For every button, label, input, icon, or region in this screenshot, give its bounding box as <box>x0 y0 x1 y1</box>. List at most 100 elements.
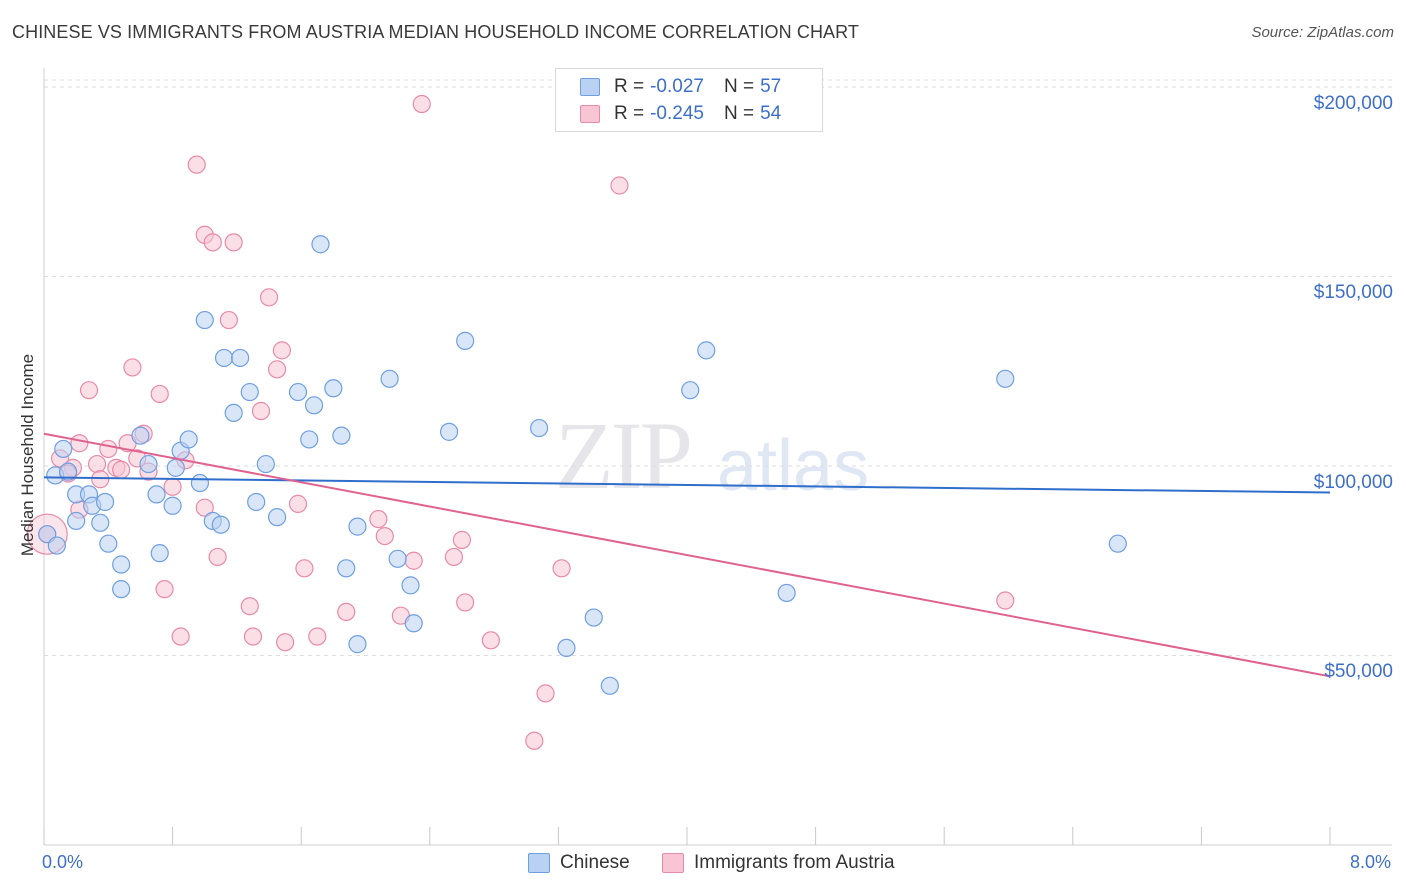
austria-point <box>610 176 629 195</box>
austria-point <box>251 401 271 421</box>
chinese-point <box>163 496 182 515</box>
chinese-point <box>332 426 351 445</box>
chinese-point <box>267 508 287 527</box>
chinese-point <box>47 536 66 555</box>
chinese-point <box>240 382 259 402</box>
austria-point <box>308 627 327 646</box>
austria-point <box>404 551 423 570</box>
austria-point <box>272 341 292 360</box>
chinese-point <box>600 676 619 695</box>
stats-legend: R = -0.027 N = 57 R = -0.245 N = 54 <box>555 68 823 132</box>
chinese-point <box>195 310 214 330</box>
austria-n-label: N = <box>723 103 755 124</box>
austria-point <box>288 494 308 513</box>
chinese-point <box>59 462 78 481</box>
chinese-point <box>348 517 367 536</box>
austria-point <box>240 597 259 616</box>
chinese-point <box>91 513 110 532</box>
austria-legend-swatch <box>662 853 684 873</box>
chinese-point <box>150 544 169 563</box>
chinese-point <box>300 430 319 449</box>
chinese-point <box>112 580 131 599</box>
chinese-r-label: R = <box>614 76 645 97</box>
austria-point <box>219 310 238 330</box>
chinese-points <box>38 235 1127 695</box>
chinese-point <box>337 559 356 578</box>
chinese-point <box>439 422 459 441</box>
austria-swatch <box>580 105 600 123</box>
chinese-point <box>224 403 243 423</box>
chinese-point <box>777 583 796 603</box>
chinese-point <box>67 511 86 531</box>
chinese-point <box>311 235 330 254</box>
chinese-point <box>112 555 131 574</box>
chinese-point <box>231 348 250 368</box>
austria-point <box>412 94 431 114</box>
chinese-point <box>288 382 308 402</box>
austria-point <box>171 627 190 646</box>
austria-r-value: -0.245 <box>650 103 704 124</box>
chinese-point <box>147 485 166 504</box>
austria-point <box>224 233 243 252</box>
chinese-point <box>348 635 367 654</box>
austria-point <box>259 288 279 307</box>
chinese-point <box>697 341 716 360</box>
chinese-point <box>190 473 210 493</box>
austria-points <box>26 94 1015 750</box>
trend-lines <box>43 432 1331 678</box>
y-tick-label: $200,000 <box>1313 92 1393 114</box>
austria-point <box>444 547 464 567</box>
axes <box>43 68 1392 846</box>
chinese-point <box>996 369 1015 388</box>
chinese-point <box>179 430 198 449</box>
y-axis-label: Median Household Income <box>18 353 37 557</box>
austria-point <box>112 460 131 479</box>
source-label: Source: ZipAtlas.com <box>1251 24 1394 41</box>
austria-point <box>155 580 174 599</box>
chinese-point <box>166 458 185 477</box>
bottom-legend-chinese: Chinese <box>528 852 630 874</box>
austria-point <box>276 633 295 652</box>
austria-trend-line <box>43 432 1331 678</box>
austria-point <box>337 602 356 622</box>
austria-point <box>552 559 571 578</box>
x-tick-label-min: 0.0% <box>42 852 84 872</box>
austria-legend-label: Immigrants from Austria <box>694 852 895 873</box>
chinese-trend-line <box>43 476 1331 494</box>
austria-point <box>208 547 227 567</box>
austria-point <box>187 155 206 174</box>
chinese-r-value: -0.027 <box>650 76 704 97</box>
chinese-point <box>324 379 343 398</box>
chinese-point <box>214 348 234 368</box>
austria-point <box>481 631 500 650</box>
chinese-point <box>304 396 324 415</box>
chinese-point <box>54 439 73 459</box>
austria-point <box>267 360 287 379</box>
chinese-point <box>380 369 399 388</box>
legend-row-austria: R = -0.245 N = 54 <box>580 102 781 126</box>
chinese-legend-label: Chinese <box>560 852 630 873</box>
grid-lines <box>44 79 1392 656</box>
chinese-point <box>388 549 407 568</box>
austria-point <box>996 591 1015 610</box>
chinese-point <box>584 608 603 627</box>
austria-point <box>375 526 394 546</box>
chinese-point <box>456 331 475 350</box>
chinese-point <box>131 426 150 445</box>
legend-row-chinese: R = -0.027 N = 57 <box>580 75 781 99</box>
austria-point <box>525 731 544 750</box>
chinese-n-value: 57 <box>760 76 782 97</box>
y-tick-label: $50,000 <box>1324 661 1393 683</box>
chinese-point <box>139 454 158 474</box>
chart-title: CHINESE VS IMMIGRANTS FROM AUSTRIA MEDIA… <box>12 22 860 42</box>
austria-point <box>163 477 182 496</box>
austria-point <box>87 454 107 474</box>
austria-point <box>456 593 475 612</box>
austria-point <box>150 384 169 404</box>
austria-point <box>452 530 472 549</box>
austria-point <box>70 434 89 453</box>
chinese-point <box>247 492 266 512</box>
austria-r-label: R = <box>614 103 645 124</box>
austria-point <box>295 559 314 578</box>
